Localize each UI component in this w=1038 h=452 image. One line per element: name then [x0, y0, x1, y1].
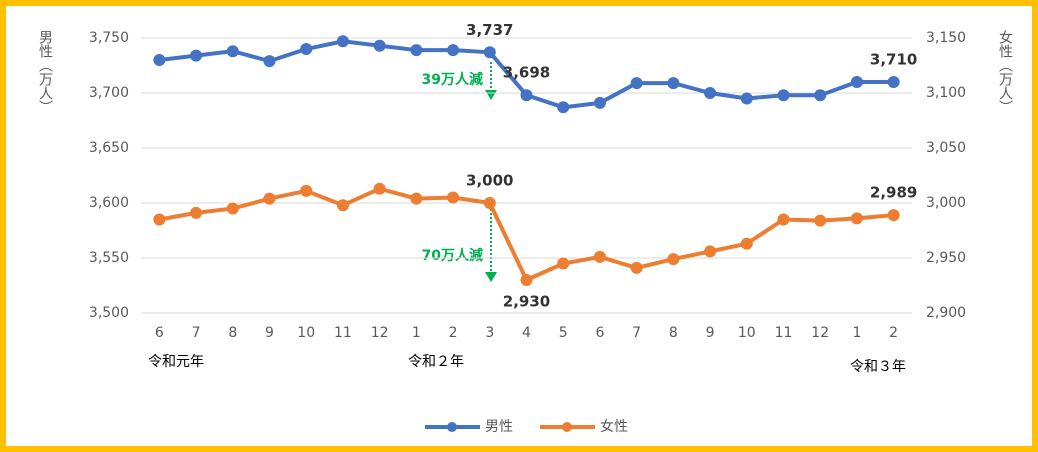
x-tick-label: 6	[155, 325, 164, 341]
y2-tick-label: 2,900	[926, 305, 966, 321]
x-tick-label: 2	[449, 325, 458, 341]
x-tick-label: 7	[632, 325, 641, 341]
data-label: 3,737	[466, 21, 513, 39]
data-label: 2,930	[503, 293, 550, 311]
point	[447, 44, 460, 57]
point	[300, 43, 313, 55]
point	[740, 237, 753, 250]
point	[887, 76, 900, 88]
x-tick-label: 1	[852, 325, 861, 341]
point	[667, 77, 680, 90]
point	[887, 209, 900, 222]
x-tick-label: 6	[595, 325, 604, 341]
legend-label: 男性	[485, 419, 513, 435]
point	[226, 45, 239, 58]
y2-tick-label: 3,100	[926, 85, 966, 101]
point	[520, 274, 533, 286]
point	[226, 202, 239, 215]
y-tick-label: 3,550	[89, 250, 129, 266]
point	[557, 257, 570, 270]
legend-marker	[562, 422, 572, 432]
point	[263, 55, 276, 68]
y-tick-label: 3,700	[89, 85, 129, 101]
point	[777, 89, 790, 102]
y2-tick-label: 3,000	[926, 195, 966, 211]
point	[410, 44, 423, 57]
point	[373, 182, 386, 195]
data-label: 3,000	[466, 172, 513, 190]
y-axis-label: 男性（万人）	[37, 30, 53, 114]
point	[190, 206, 203, 219]
x-tick-label: 11	[775, 325, 793, 341]
y2-axis-label: 女性（万人）	[997, 29, 1013, 114]
y-tick-label: 3,750	[89, 30, 129, 46]
legend-label: 女性	[600, 418, 628, 435]
point	[410, 192, 423, 205]
point	[520, 89, 533, 102]
annotation: 70万人減	[422, 247, 483, 264]
annotation: 39万人減	[422, 71, 483, 88]
point	[190, 49, 203, 62]
point	[593, 96, 606, 109]
point	[850, 76, 863, 88]
x-tick-label: 12	[371, 325, 389, 341]
data-label: 2,989	[870, 184, 917, 202]
y-tick-label: 3,600	[89, 195, 129, 211]
x-tick-label: 4	[522, 325, 531, 341]
y-tick-label: 3,650	[89, 140, 129, 156]
point	[336, 199, 349, 212]
point	[740, 92, 753, 105]
year-label: 令和３年	[850, 359, 906, 375]
x-tick-label: 11	[334, 325, 352, 341]
point	[153, 54, 166, 66]
point	[777, 213, 790, 226]
x-tick-label: 12	[811, 325, 829, 341]
point	[263, 192, 276, 205]
x-tick-label: 1	[412, 325, 421, 341]
y2-tick-label: 2,950	[926, 250, 966, 266]
point	[630, 261, 643, 274]
y2-tick-label: 3,050	[926, 140, 966, 156]
year-label: 令和２年	[408, 354, 464, 370]
point	[593, 250, 606, 263]
point	[300, 184, 313, 197]
x-tick-label: 7	[192, 325, 201, 341]
x-tick-label: 3	[485, 325, 494, 341]
y-tick-label: 3,500	[89, 305, 129, 321]
x-tick-label: 8	[669, 325, 678, 341]
x-tick-label: 10	[738, 325, 756, 341]
point	[373, 39, 386, 52]
point	[814, 214, 827, 227]
point	[630, 77, 643, 90]
arrow-head	[485, 272, 497, 282]
year-label: 令和元年	[148, 354, 204, 370]
data-label: 3,698	[503, 64, 550, 82]
point	[336, 35, 349, 48]
x-tick-label: 5	[559, 325, 568, 341]
x-tick-label: 9	[706, 325, 715, 341]
data-label: 3,710	[870, 51, 917, 69]
point	[814, 89, 827, 102]
x-tick-label: 9	[265, 325, 274, 341]
point	[704, 87, 717, 99]
point	[153, 213, 166, 226]
point	[483, 197, 496, 209]
x-tick-label: 8	[228, 325, 237, 341]
point	[483, 46, 496, 59]
point	[704, 245, 717, 258]
y2-tick-label: 3,150	[926, 30, 966, 46]
x-tick-label: 2	[889, 325, 898, 341]
point	[447, 191, 460, 204]
point	[667, 253, 680, 266]
point	[557, 101, 570, 114]
point	[850, 212, 863, 225]
legend-marker	[447, 422, 457, 432]
x-tick-label: 10	[297, 325, 315, 341]
